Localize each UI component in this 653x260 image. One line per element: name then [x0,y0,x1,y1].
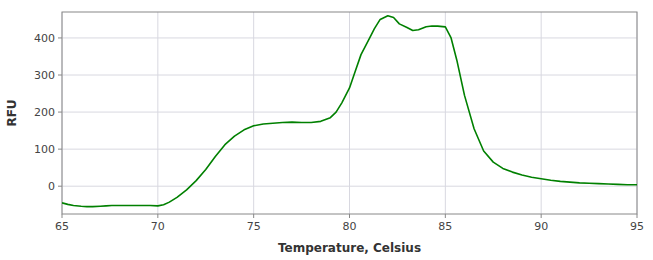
chart: 65 70 75 80 85 90 95 0 100 200 300 400 Temperature, … [0,0,653,260]
y-tick [58,75,62,76]
y-axis-label: RFU [5,99,19,126]
y-tick [58,37,62,38]
x-tick-label: 65 [55,220,69,233]
y-tick [58,112,62,113]
x-tick-label: 70 [151,220,165,233]
plot-area [62,16,637,207]
x-tick [541,214,542,218]
x-tick [62,214,63,218]
x-tick-label: 80 [343,220,357,233]
x-tick-label: 95 [630,220,644,233]
y-tick-label: 200 [34,106,55,119]
grid-line-y [62,37,637,38]
x-tick-label: 90 [534,220,548,233]
grid-line-x [157,12,158,214]
x-tick-label: 85 [438,220,452,233]
plot-frame [62,12,637,214]
grid-line-x [445,12,446,214]
grid [62,12,637,214]
x-tick [157,214,158,218]
y-tick-label: 400 [34,32,55,45]
grid-line-y [62,112,637,113]
grid-line-y [62,75,637,76]
y-tick [58,149,62,150]
x-tick [637,214,638,218]
x-tick [349,214,350,218]
y-tick [58,186,62,187]
y-tick-label: 300 [34,69,55,82]
x-tick [253,214,254,218]
grid-line-x [541,12,542,214]
line [62,16,637,207]
y-tick-label: 100 [34,143,55,156]
y-tick-label: 0 [48,180,55,193]
axes: 65 70 75 80 85 90 95 0 100 200 300 400 [34,32,644,233]
grid-line-y [62,186,637,187]
x-tick-label: 75 [247,220,261,233]
x-axis-label: Temperature, Celsius [278,241,421,255]
grid-line-x [349,12,350,214]
grid-line-x [253,12,254,214]
x-tick [445,214,446,218]
grid-line-y [62,149,637,150]
